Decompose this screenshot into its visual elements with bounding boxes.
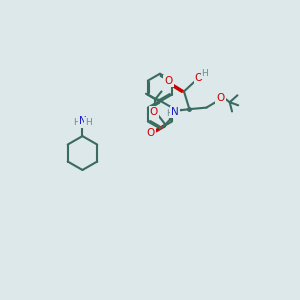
- Text: O: O: [164, 76, 172, 86]
- Text: N: N: [79, 116, 86, 127]
- Text: O: O: [216, 93, 224, 103]
- Text: H: H: [73, 118, 80, 127]
- Text: O: O: [195, 73, 203, 83]
- Text: O: O: [146, 128, 155, 138]
- Text: O: O: [150, 107, 158, 117]
- Text: H: H: [166, 109, 172, 118]
- Text: N: N: [171, 107, 178, 117]
- Text: H: H: [202, 69, 208, 78]
- Text: H: H: [85, 118, 92, 127]
